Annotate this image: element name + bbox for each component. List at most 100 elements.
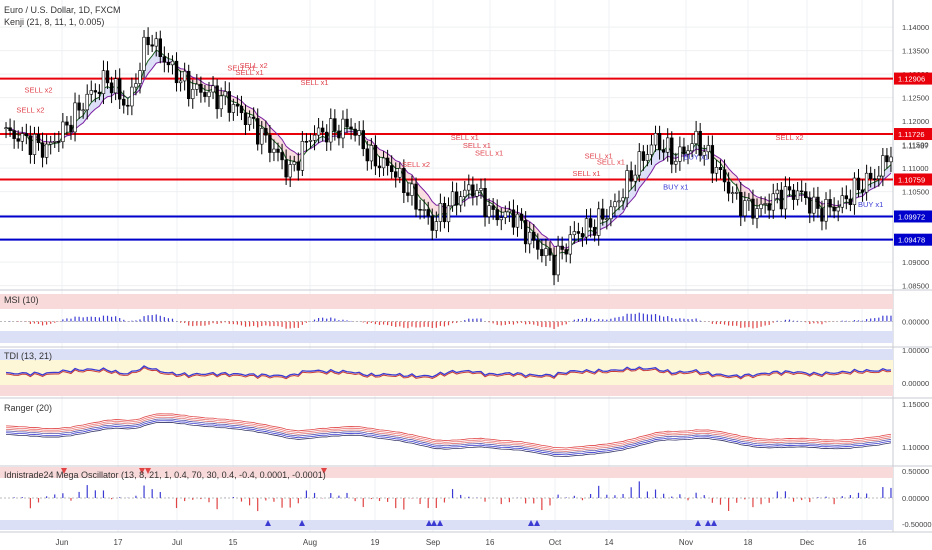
x-tick-label: Jun <box>56 538 69 547</box>
candle-body <box>804 191 808 198</box>
msi-tick: 0.00000 <box>902 318 929 327</box>
candle-body <box>840 195 844 208</box>
level-tag <box>894 128 932 141</box>
candle-body <box>747 198 751 201</box>
y-tick-label: 1.09000 <box>902 258 929 267</box>
candle-body <box>288 164 292 178</box>
candle-body <box>422 209 426 211</box>
x-tick-label: 19 <box>371 538 380 547</box>
candle-body <box>852 177 857 205</box>
candle-body <box>61 121 65 142</box>
candle-body <box>150 44 154 47</box>
candle-body <box>170 60 175 66</box>
buy-arrow <box>528 520 534 526</box>
y-tick-label: 1.11000 <box>902 164 929 173</box>
signal-label: SELL x1 <box>597 158 625 167</box>
level-label: 1.11726 <box>898 130 925 139</box>
candle-body <box>552 254 556 276</box>
sell-arrow <box>145 468 151 474</box>
y-tick-label: 1.08500 <box>902 282 929 291</box>
buy-arrow <box>437 520 443 526</box>
candle-body <box>507 209 512 213</box>
tdi-band-top <box>0 349 893 360</box>
candle-body <box>860 189 865 193</box>
ma-fill <box>282 139 287 159</box>
candle-body <box>349 126 353 130</box>
price-axis[interactable]: Jun 17 Jul 15 Aug 19 Sep 16 Oct 14 Nov 18 Dec 16 1.140… <box>56 23 932 547</box>
candle-body <box>812 196 816 214</box>
candle-body <box>365 148 370 162</box>
candle-body <box>828 199 832 208</box>
candle-body <box>653 133 658 146</box>
candle-body <box>584 218 589 238</box>
tdi-band-bottom <box>0 385 893 396</box>
candle-body <box>385 157 390 166</box>
signal-label: SELL x2 <box>16 105 44 114</box>
candle-body <box>657 133 662 150</box>
candle-body <box>515 213 520 228</box>
candle-body <box>195 83 199 90</box>
candle-body <box>743 200 747 217</box>
candle-body <box>467 184 471 191</box>
level-tag <box>894 233 932 246</box>
candle-body <box>20 133 24 142</box>
candle-body <box>40 142 45 158</box>
x-tick-label: Jul <box>172 538 182 547</box>
candle-body <box>65 121 69 126</box>
level-label: 1.09972 <box>898 212 925 221</box>
candle-body <box>499 217 503 221</box>
candle-body <box>698 130 702 156</box>
candle-body <box>126 104 130 107</box>
candle-body <box>93 90 98 93</box>
ma-fill <box>367 139 372 145</box>
candle-body <box>268 134 272 153</box>
mega-tick: -0.50000 <box>902 520 932 529</box>
signal-label: SELL x1 <box>572 169 600 178</box>
y-tick-label: 1.12500 <box>902 94 929 103</box>
ma-fill <box>241 100 246 113</box>
candle-body <box>373 145 378 167</box>
candle-body <box>670 137 674 165</box>
candle-body <box>377 165 382 169</box>
candle-body <box>799 190 804 193</box>
candle-body <box>284 159 288 178</box>
candle-body <box>329 118 333 143</box>
candle-body <box>808 197 812 214</box>
candle-body <box>113 78 118 94</box>
candle-body <box>341 118 345 139</box>
ma-fill <box>533 225 538 238</box>
candle-body <box>325 131 329 143</box>
candle-body <box>320 127 325 133</box>
signal-label: SELL x1 <box>236 68 264 77</box>
level-label: 1.12906 <box>898 75 925 84</box>
candle-body <box>300 141 305 171</box>
candle-body <box>475 190 479 197</box>
ma-fill <box>265 121 270 137</box>
candle-body <box>678 146 682 162</box>
ma-fill <box>549 240 555 258</box>
candle-body <box>714 167 719 174</box>
signal-label: BUY x1 <box>858 200 883 209</box>
candle-body <box>12 130 16 139</box>
candle-body <box>369 145 374 162</box>
candle-body <box>759 203 763 209</box>
candle-body <box>767 203 771 211</box>
candle-body <box>105 70 110 84</box>
mega-tick: 0.50000 <box>902 467 929 476</box>
candle-body <box>235 104 240 107</box>
candle-body <box>450 191 455 207</box>
buy-arrow <box>705 520 711 526</box>
candle-body <box>613 201 617 208</box>
indicator-panels[interactable] <box>0 294 893 530</box>
candle-body <box>381 157 386 169</box>
y-tick-label: 1.13500 <box>902 47 929 56</box>
candle-body <box>824 199 828 222</box>
candle-body <box>556 245 560 276</box>
candle-body <box>8 127 12 131</box>
buy-arrow <box>431 520 437 526</box>
buy-arrow <box>695 520 701 526</box>
candle-body <box>442 203 447 223</box>
buy-arrow <box>265 520 271 526</box>
buy-arrow <box>711 520 717 526</box>
